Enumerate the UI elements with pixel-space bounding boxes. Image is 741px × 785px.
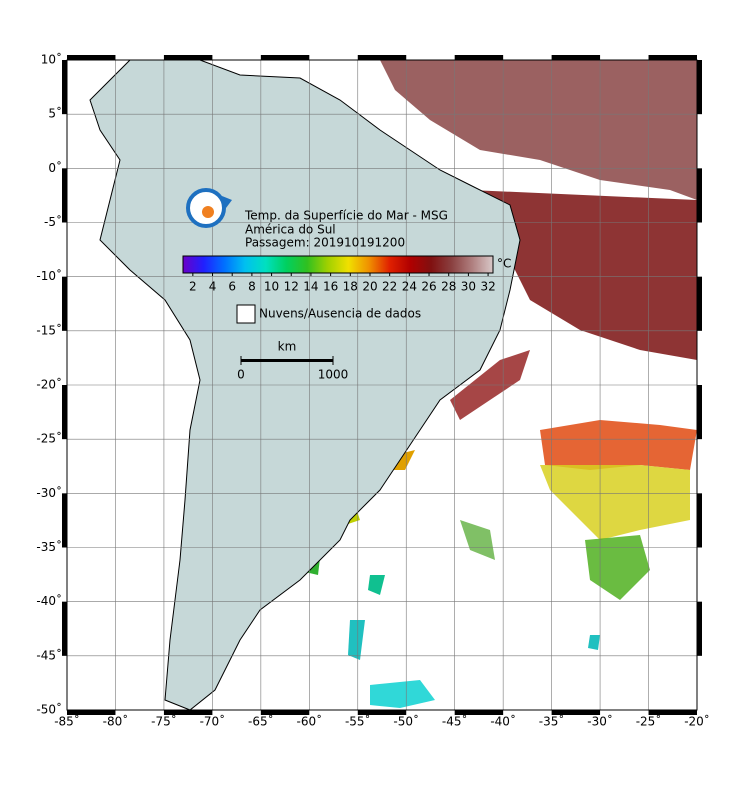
frame-segment <box>67 55 116 60</box>
frame-segment <box>62 168 67 223</box>
frame-segment <box>62 60 67 115</box>
lat-tick-label: -40˚ <box>36 593 62 608</box>
frame-segment <box>697 601 702 656</box>
colorbar-tick-label: 4 <box>209 280 217 294</box>
colorbar <box>182 255 494 274</box>
lon-tick-label: -55˚ <box>345 714 371 729</box>
colorbar-tick-label: 8 <box>248 280 256 294</box>
lon-tick-label: -60˚ <box>297 714 323 729</box>
frame-segment <box>163 710 213 715</box>
lat-tick-label: 5˚ <box>48 106 62 121</box>
lon-tick-label: -80˚ <box>103 714 129 729</box>
lat-tick-label: -50˚ <box>36 702 62 717</box>
sst-patches <box>305 60 697 708</box>
colorbar-tick-label: 12 <box>284 280 299 294</box>
lat-tick-label: 10˚ <box>41 52 62 67</box>
colorbar-tick-label: 30 <box>461 280 476 294</box>
frame-segment <box>454 710 504 715</box>
frame-segment <box>62 385 67 440</box>
title-line: Passagem: 201910191200 <box>245 236 405 250</box>
frame-segment <box>648 55 697 60</box>
lon-tick-label: -45˚ <box>442 714 468 729</box>
colorbar-tick-label: 16 <box>323 280 338 294</box>
title-line: Temp. da Superfície do Mar - MSG <box>244 209 448 223</box>
lon-tick-label: -30˚ <box>587 714 613 729</box>
scale-bar-body <box>241 359 333 362</box>
lon-tick-label: -20˚ <box>684 714 710 729</box>
colorbar-tick-label: 20 <box>362 280 377 294</box>
colorbar-tick-label: 28 <box>441 280 456 294</box>
frame-segment <box>697 60 702 115</box>
frame-segment <box>648 710 697 715</box>
lat-tick-label: -15˚ <box>36 322 62 337</box>
fancy-frame <box>62 55 702 715</box>
frame-segment <box>67 710 116 715</box>
frame-segment <box>260 55 310 60</box>
lat-tick-label: -35˚ <box>36 539 62 554</box>
colorbar-tick-label: 2 <box>189 280 197 294</box>
frame-segment <box>697 168 702 223</box>
frame-segment <box>260 710 310 715</box>
legend-swatch <box>236 304 256 324</box>
lon-tick-label: -50˚ <box>393 714 419 729</box>
lon-tick-label: -70˚ <box>200 714 226 729</box>
frame-segment <box>551 710 601 715</box>
lat-tick-label: 0˚ <box>48 160 62 175</box>
colorbar-tick-label: 10 <box>264 280 279 294</box>
lon-tick-label: -85˚ <box>54 714 80 729</box>
frame-segment <box>357 710 407 715</box>
colorbar-tick-label: 32 <box>480 280 495 294</box>
frame-segment <box>454 55 504 60</box>
frame-segment <box>697 493 702 548</box>
scale-tick-label: 1000 <box>318 368 349 382</box>
lon-tick-label: -40˚ <box>490 714 516 729</box>
lat-tick-label: -20˚ <box>36 377 62 392</box>
colorbar-tick-label: 14 <box>303 280 318 294</box>
frame-segment <box>163 55 213 60</box>
frame-segment <box>62 601 67 656</box>
frame-segment <box>697 276 702 331</box>
lon-tick-label: -25˚ <box>636 714 662 729</box>
frame-segment <box>62 493 67 548</box>
title-line: América do Sul <box>245 223 336 237</box>
lat-tick-label: -5˚ <box>44 214 62 229</box>
colorbar-tick-label: 6 <box>228 280 236 294</box>
frame-segment <box>357 55 407 60</box>
frame-segment <box>62 276 67 331</box>
frame-segment <box>551 55 601 60</box>
scale-tick-label: 0 <box>237 368 245 382</box>
colorbar-ticks: 2 4 6 8 10 12 14 16 18 20 22 24 26 28 30 32 <box>189 273 496 294</box>
logo <box>186 188 232 228</box>
scale-bar: 0 1000 <box>237 356 348 382</box>
lon-tick-label: -75˚ <box>151 714 177 729</box>
colorbar-tick-label: 22 <box>382 280 397 294</box>
lon-tick-label: -65˚ <box>248 714 274 729</box>
frame-segment <box>697 385 702 440</box>
colorbar-tick-label: 26 <box>421 280 436 294</box>
scale-unit: km <box>278 340 297 354</box>
lon-tick-label: -35˚ <box>539 714 565 729</box>
colorbar-unit: °C <box>497 257 511 271</box>
lat-tick-label: -45˚ <box>36 647 62 662</box>
lat-tick-label: -30˚ <box>36 485 62 500</box>
legend-label: Nuvens/Ausencia de dados <box>259 307 421 321</box>
colorbar-tick-label: 24 <box>402 280 417 294</box>
lat-tick-label: -10˚ <box>36 268 62 283</box>
lat-tick-label: -25˚ <box>36 431 62 446</box>
colorbar-tick-label: 18 <box>343 280 358 294</box>
